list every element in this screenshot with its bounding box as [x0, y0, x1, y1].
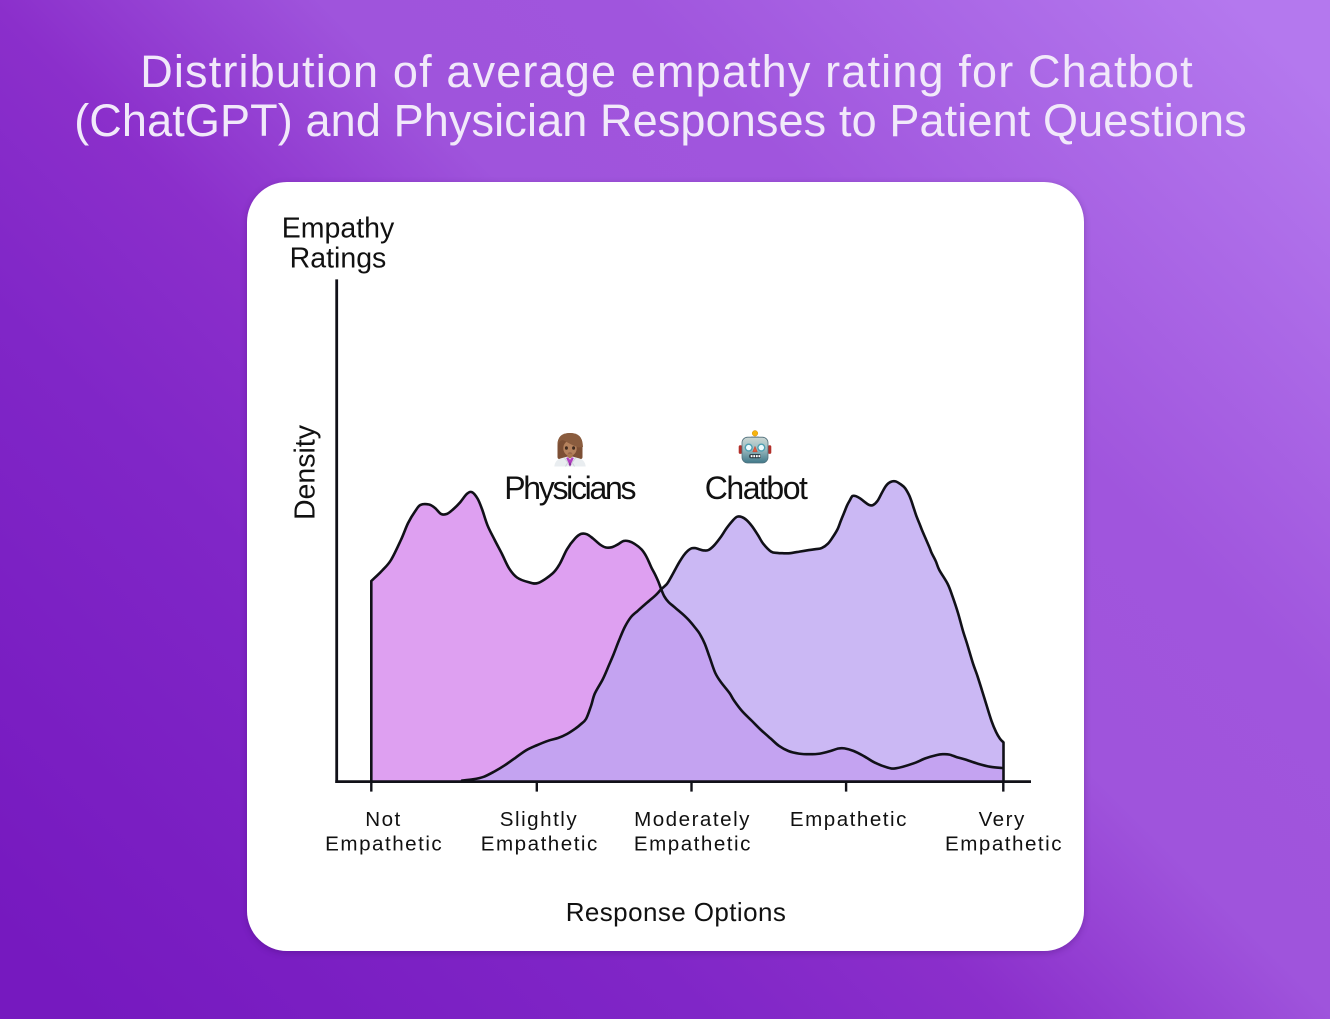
- svg-text:Ratings: Ratings: [290, 243, 387, 275]
- svg-text:Density: Density: [290, 424, 322, 520]
- svg-text:Very: Very: [979, 808, 1026, 831]
- svg-text:Response Options: Response Options: [566, 897, 787, 927]
- svg-text:Slightly: Slightly: [500, 808, 578, 831]
- svg-text:Empathetic: Empathetic: [481, 833, 599, 856]
- svg-text:Physicians: Physicians: [504, 470, 635, 506]
- svg-text:Empathetic: Empathetic: [325, 833, 443, 856]
- svg-text:Moderately: Moderately: [634, 808, 751, 831]
- svg-text:Empathetic: Empathetic: [790, 808, 908, 831]
- svg-text:Chatbot: Chatbot: [705, 470, 808, 506]
- svg-text:Empathetic: Empathetic: [634, 833, 752, 856]
- svg-text:Empathetic: Empathetic: [945, 833, 1063, 856]
- svg-text:Not: Not: [365, 808, 402, 831]
- svg-text:Empathy: Empathy: [282, 213, 395, 245]
